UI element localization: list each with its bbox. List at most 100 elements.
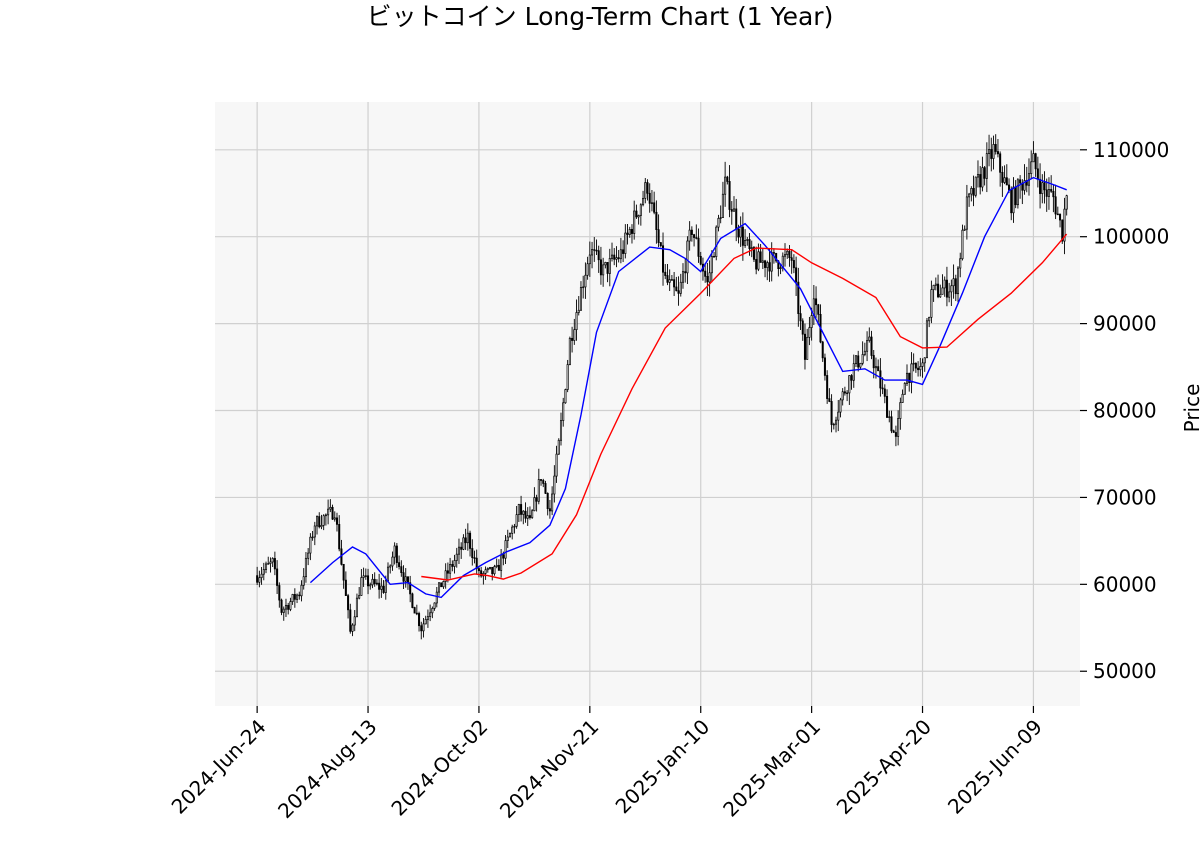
candle-body bbox=[477, 568, 480, 572]
candle-body bbox=[1016, 179, 1019, 206]
candle-body bbox=[515, 514, 518, 527]
candle-body bbox=[764, 260, 767, 268]
candle-body bbox=[732, 208, 736, 212]
candle-body bbox=[686, 240, 689, 274]
candle-body bbox=[970, 188, 973, 195]
candle-body bbox=[850, 375, 853, 381]
candle-body bbox=[808, 327, 811, 338]
candle-body bbox=[409, 582, 412, 595]
candle-body bbox=[750, 247, 753, 249]
candle-body bbox=[535, 497, 538, 502]
candle-body bbox=[637, 215, 640, 218]
chart-title: ビットコイン Long-Term Chart (1 Year) bbox=[367, 2, 834, 31]
y-tick-label: 70000 bbox=[1093, 485, 1157, 509]
candle-body bbox=[579, 287, 582, 311]
candle-body bbox=[584, 274, 587, 288]
candle-body bbox=[418, 613, 421, 627]
candle-body bbox=[854, 355, 858, 365]
candle-body bbox=[531, 510, 534, 518]
candle-body bbox=[591, 249, 594, 256]
candle-body bbox=[318, 516, 321, 528]
candle-body bbox=[673, 279, 676, 288]
candle-body bbox=[493, 566, 496, 575]
candle-body bbox=[1005, 177, 1008, 186]
candle-body bbox=[593, 249, 596, 251]
candle-body bbox=[360, 577, 363, 596]
candle-body bbox=[744, 240, 747, 246]
candle-body bbox=[582, 286, 585, 289]
candle-body bbox=[954, 278, 957, 295]
candle-body bbox=[657, 229, 660, 243]
candle-body bbox=[675, 286, 678, 292]
candle-body bbox=[364, 575, 367, 577]
candle-body bbox=[404, 576, 407, 582]
candle-body bbox=[639, 204, 642, 216]
candle-body bbox=[555, 453, 558, 477]
candle-body bbox=[508, 533, 512, 538]
candle-body bbox=[373, 578, 376, 584]
candle-body bbox=[415, 612, 418, 615]
candle-body bbox=[597, 250, 600, 261]
candle-body bbox=[602, 264, 605, 276]
candle-body bbox=[497, 564, 500, 571]
candle-body bbox=[919, 366, 922, 371]
candle-body bbox=[999, 153, 1002, 173]
candle-body bbox=[886, 396, 889, 418]
candle-body bbox=[990, 149, 993, 159]
candle-body bbox=[504, 540, 507, 559]
candle-body bbox=[471, 548, 474, 559]
candle-body bbox=[453, 560, 456, 567]
candle-body bbox=[688, 229, 691, 242]
y-tick-label: 80000 bbox=[1093, 399, 1157, 423]
candle-body bbox=[559, 420, 563, 441]
candle-body bbox=[395, 545, 398, 563]
candle-body bbox=[1036, 168, 1039, 180]
candle-body bbox=[630, 229, 633, 234]
candle-body bbox=[899, 402, 902, 419]
candle-body bbox=[564, 389, 567, 404]
candle-body bbox=[923, 357, 926, 364]
candle-body bbox=[677, 290, 680, 294]
candle-body bbox=[664, 271, 667, 276]
candle-body bbox=[879, 370, 882, 389]
candle-body bbox=[287, 604, 290, 610]
candle-body bbox=[371, 578, 374, 586]
candle-body bbox=[823, 357, 826, 376]
series-line-1 bbox=[309, 176, 1067, 599]
candle-body bbox=[606, 262, 609, 274]
candle-body bbox=[548, 508, 551, 512]
candle-body bbox=[608, 258, 611, 274]
candle-body bbox=[633, 210, 636, 234]
candle-body bbox=[617, 257, 620, 260]
candle-body bbox=[841, 391, 844, 401]
candle-body bbox=[650, 202, 653, 204]
candle-body bbox=[386, 566, 390, 582]
candle-body bbox=[1019, 179, 1022, 184]
candle-body bbox=[329, 506, 332, 510]
candle-body bbox=[267, 563, 270, 565]
x-tick-label: 2025-Jun-09 bbox=[943, 715, 1047, 819]
candle-body bbox=[908, 372, 911, 383]
candle-body bbox=[870, 336, 873, 356]
candle-body bbox=[752, 247, 755, 260]
candle-body bbox=[1043, 182, 1046, 191]
candle-body bbox=[917, 367, 920, 371]
candle-body bbox=[948, 291, 951, 298]
candle-body bbox=[335, 517, 339, 525]
candle-body bbox=[375, 582, 378, 585]
candle-body bbox=[342, 563, 345, 581]
candle-body bbox=[1041, 182, 1044, 194]
candle-body bbox=[976, 174, 979, 178]
candle-body bbox=[925, 320, 928, 359]
candle-body bbox=[331, 506, 334, 520]
candle-body bbox=[710, 256, 713, 274]
candle-body bbox=[877, 366, 880, 372]
moving-average-lines bbox=[309, 176, 1068, 599]
candle-body bbox=[724, 176, 727, 195]
candle-body bbox=[859, 362, 862, 368]
candle-body bbox=[322, 515, 325, 526]
candle-body bbox=[715, 226, 718, 257]
candle-body bbox=[464, 537, 467, 544]
x-tick-label: 2025-Apr-20 bbox=[832, 715, 936, 819]
candle-body bbox=[369, 584, 372, 587]
